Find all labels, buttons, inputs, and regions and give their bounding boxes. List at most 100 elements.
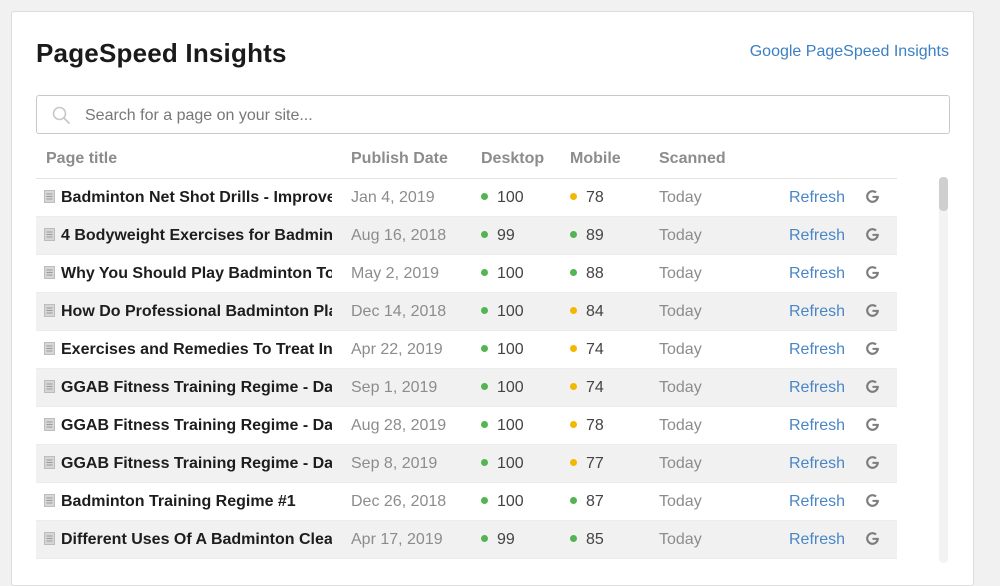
- column-header-scanned[interactable]: Scanned: [659, 150, 726, 167]
- mobile-status-dot: [570, 497, 577, 504]
- page-title-cell[interactable]: Exercises and Remedies To Treat Injuries: [44, 331, 332, 368]
- google-g-icon[interactable]: [864, 255, 888, 292]
- refresh-button[interactable]: Refresh: [789, 493, 846, 510]
- document-icon: [44, 256, 55, 279]
- mobile-score-value: 89: [586, 227, 604, 244]
- mobile-score-value: 87: [586, 493, 604, 510]
- page-title-cell[interactable]: Badminton Net Shot Drills - Improve Your…: [44, 179, 332, 216]
- scanned-status: Today: [659, 303, 702, 320]
- table-row: GGAB Fitness Training Regime - Day 3 Sep …: [36, 445, 897, 483]
- scanned-status: Today: [659, 379, 702, 396]
- google-g-icon[interactable]: [864, 521, 888, 558]
- document-icon: [44, 484, 55, 507]
- refresh-button[interactable]: Refresh: [789, 265, 846, 282]
- page-title-text: How Do Professional Badminton Players Tr…: [61, 303, 332, 320]
- page-title-cell[interactable]: GGAB Fitness Training Regime - Day 3: [44, 445, 332, 482]
- desktop-score: 100: [481, 445, 561, 482]
- scanned-status: Today: [659, 417, 702, 434]
- google-g-icon[interactable]: [864, 179, 888, 216]
- mobile-score: 87: [570, 483, 650, 520]
- desktop-score-value: 100: [497, 493, 524, 510]
- publish-date: May 2, 2019: [351, 265, 440, 282]
- scrollbar-thumb[interactable]: [939, 177, 948, 211]
- desktop-score: 100: [481, 407, 561, 444]
- desktop-score: 99: [481, 521, 561, 558]
- desktop-score-value: 100: [497, 417, 524, 434]
- page-title-cell[interactable]: Badminton Training Regime #1: [44, 483, 332, 520]
- document-icon: [44, 218, 55, 241]
- desktop-score-value: 100: [497, 303, 524, 320]
- column-header-title[interactable]: Page title: [46, 150, 118, 167]
- desktop-status-dot: [481, 421, 488, 428]
- desktop-score-value: 100: [497, 189, 524, 206]
- table-row: GGAB Fitness Training Regime - Day 1 Sep …: [36, 369, 897, 407]
- refresh-button[interactable]: Refresh: [789, 341, 846, 358]
- publish-date: Sep 8, 2019: [351, 455, 438, 472]
- mobile-score-value: 78: [586, 189, 604, 206]
- desktop-score-value: 100: [497, 265, 524, 282]
- google-g-icon[interactable]: [864, 369, 888, 406]
- page-title-text: Badminton Net Shot Drills - Improve Your…: [61, 189, 332, 206]
- column-header-mobile[interactable]: Mobile: [570, 150, 621, 167]
- page-title-text: GGAB Fitness Training Regime - Day 3: [61, 455, 332, 472]
- desktop-score: 100: [481, 483, 561, 520]
- desktop-status-dot: [481, 307, 488, 314]
- refresh-button[interactable]: Refresh: [789, 379, 846, 396]
- document-icon: [44, 294, 55, 317]
- search-input[interactable]: [83, 96, 927, 135]
- desktop-status-dot: [481, 269, 488, 276]
- page-title-cell[interactable]: 4 Bodyweight Exercises for Badminton Pla…: [44, 217, 332, 254]
- table-row: 4 Bodyweight Exercises for Badminton Pla…: [36, 217, 897, 255]
- page-title-text: GGAB Fitness Training Regime - Day 1: [61, 379, 332, 396]
- refresh-button[interactable]: Refresh: [789, 227, 846, 244]
- pagespeed-panel: PageSpeed Insights Google PageSpeed Insi…: [11, 11, 974, 586]
- mobile-score: 74: [570, 369, 650, 406]
- scanned-status: Today: [659, 455, 702, 472]
- google-g-icon[interactable]: [864, 293, 888, 330]
- page-title-cell[interactable]: Why You Should Play Badminton Today: [44, 255, 332, 292]
- mobile-score: 89: [570, 217, 650, 254]
- google-pagespeed-link[interactable]: Google PageSpeed Insights: [749, 43, 949, 60]
- page-title-text: Badminton Training Regime #1: [61, 493, 296, 510]
- google-g-icon[interactable]: [864, 483, 888, 520]
- page-title-cell[interactable]: How Do Professional Badminton Players Tr…: [44, 293, 332, 330]
- page-title-cell[interactable]: GGAB Fitness Training Regime - Day 1: [44, 369, 332, 406]
- mobile-score-value: 77: [586, 455, 604, 472]
- mobile-score: 88: [570, 255, 650, 292]
- mobile-score: 84: [570, 293, 650, 330]
- desktop-status-dot: [481, 383, 488, 390]
- google-g-icon[interactable]: [864, 217, 888, 254]
- document-icon: [44, 408, 55, 431]
- mobile-status-dot: [570, 421, 577, 428]
- google-g-icon[interactable]: [864, 407, 888, 444]
- google-g-icon[interactable]: [864, 331, 888, 368]
- page-title-text: Why You Should Play Badminton Today: [61, 265, 332, 282]
- desktop-score: 99: [481, 217, 561, 254]
- desktop-status-dot: [481, 193, 488, 200]
- document-icon: [44, 522, 55, 545]
- refresh-button[interactable]: Refresh: [789, 417, 846, 434]
- scanned-status: Today: [659, 227, 702, 244]
- column-header-date[interactable]: Publish Date: [351, 150, 448, 167]
- google-g-icon[interactable]: [864, 445, 888, 482]
- table-row: Why You Should Play Badminton Today May 2…: [36, 255, 897, 293]
- refresh-button[interactable]: Refresh: [789, 189, 846, 206]
- mobile-status-dot: [570, 231, 577, 238]
- table-row: Badminton Training Regime #1 Dec 26, 2018…: [36, 483, 897, 521]
- refresh-button[interactable]: Refresh: [789, 455, 846, 472]
- page-title-cell[interactable]: GGAB Fitness Training Regime - Day 2: [44, 407, 332, 444]
- mobile-score-value: 74: [586, 341, 604, 358]
- desktop-score-value: 99: [497, 531, 515, 548]
- desktop-status-dot: [481, 345, 488, 352]
- refresh-button[interactable]: Refresh: [789, 303, 846, 320]
- publish-date: Dec 14, 2018: [351, 303, 447, 320]
- mobile-score: 85: [570, 521, 650, 558]
- table-scrollbar[interactable]: [939, 177, 948, 563]
- desktop-status-dot: [481, 497, 488, 504]
- page-title-cell[interactable]: Different Uses Of A Badminton Clear: [44, 521, 332, 558]
- refresh-button[interactable]: Refresh: [789, 531, 846, 548]
- table-row: Badminton Net Shot Drills - Improve Your…: [36, 179, 897, 217]
- table-header: Page title Publish Date Desktop Mobile S…: [36, 143, 897, 179]
- desktop-status-dot: [481, 231, 488, 238]
- column-header-desktop[interactable]: Desktop: [481, 150, 545, 167]
